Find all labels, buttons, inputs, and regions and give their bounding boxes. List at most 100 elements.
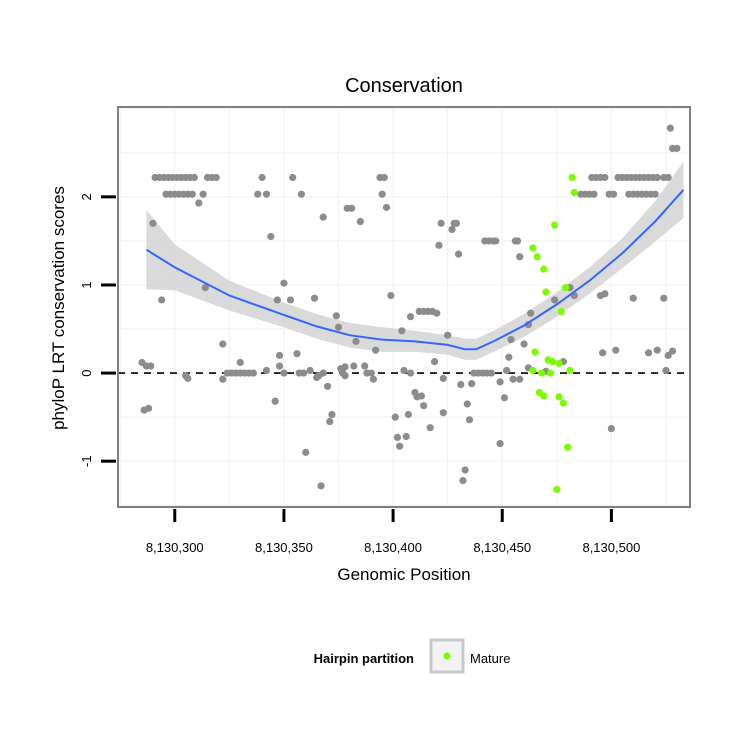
legend-title: Hairpin partition	[314, 651, 414, 666]
data-point-other	[378, 190, 386, 198]
panel-background	[118, 107, 690, 507]
data-point-other	[201, 284, 209, 292]
data-point-other	[184, 374, 192, 382]
data-point-other	[158, 296, 166, 304]
data-point-other	[289, 173, 297, 182]
data-point-mature	[570, 188, 578, 197]
data-point-other	[454, 250, 463, 258]
data-point-mature	[564, 443, 572, 451]
data-point-other	[465, 416, 474, 424]
data-point-other	[382, 203, 391, 212]
y-tick-label: 1	[79, 281, 94, 288]
data-point-other	[319, 369, 327, 377]
data-point-other	[380, 173, 388, 182]
grid-lines	[118, 107, 690, 507]
data-point-other	[609, 190, 618, 198]
y-axis: -1 0 1 2	[79, 193, 116, 467]
x-tick-label: 8,130,500	[582, 540, 640, 555]
data-point-other	[144, 404, 153, 412]
data-point-other	[332, 312, 340, 320]
data-point-other	[551, 296, 559, 304]
data-point-mature	[551, 221, 559, 229]
data-point-other	[147, 362, 155, 370]
data-point-mature	[546, 369, 554, 377]
data-point-other	[149, 219, 157, 227]
data-point-mature	[529, 366, 537, 375]
data-point-other	[527, 309, 535, 317]
data-point-other	[190, 173, 199, 182]
data-point-other	[468, 380, 476, 388]
data-point-other	[668, 347, 677, 355]
data-point-other	[644, 349, 653, 357]
data-point-other	[507, 335, 515, 344]
data-point-mature	[542, 288, 550, 296]
data-point-mature	[529, 244, 537, 252]
x-tick-label: 8,130,350	[255, 540, 313, 555]
data-point-other	[444, 331, 452, 339]
data-point-other	[673, 144, 681, 153]
data-point-other	[262, 366, 271, 375]
data-point-other	[612, 346, 620, 354]
data-point-other	[496, 378, 504, 386]
data-point-other	[341, 372, 349, 380]
plot-panel	[118, 107, 690, 507]
mature-points	[529, 173, 578, 493]
data-point-other	[520, 340, 528, 348]
y-tick-label: 0	[79, 369, 94, 376]
data-point-mature	[540, 265, 548, 273]
data-point-other	[293, 350, 301, 358]
data-point-other	[387, 291, 395, 300]
data-point-other	[195, 199, 203, 207]
data-point-other	[599, 349, 607, 357]
data-point-other	[516, 253, 524, 261]
data-point-other	[439, 409, 447, 417]
data-point-mature	[548, 358, 557, 366]
legend-key	[429, 638, 465, 674]
data-point-other	[503, 366, 511, 375]
data-point-other	[286, 296, 295, 304]
data-point-other	[249, 369, 257, 377]
data-point-other	[396, 442, 404, 450]
data-point-other	[352, 337, 360, 345]
data-point-other	[516, 375, 524, 383]
data-point-other	[310, 294, 319, 302]
data-point-other	[653, 173, 661, 182]
data-point-other	[463, 400, 471, 408]
data-point-other	[367, 369, 375, 377]
data-point-other	[452, 219, 460, 227]
data-point-other	[664, 173, 672, 182]
data-point-other	[258, 173, 266, 182]
x-axis: 8,130,300 8,130,350 8,130,400 8,130,450 8,13…	[146, 509, 640, 555]
data-point-other	[236, 358, 244, 367]
data-point-other	[500, 394, 509, 402]
x-axis-label: Genomic Position	[337, 565, 470, 584]
data-point-other	[219, 340, 227, 348]
y-tick-label: 2	[79, 193, 94, 200]
data-point-other	[505, 353, 513, 361]
data-point-other	[323, 382, 332, 390]
data-point-other	[487, 369, 495, 377]
x-tick-label: 8,130,450	[473, 540, 531, 555]
data-point-other	[664, 351, 672, 360]
y-axis-label: phyloP LRT conservation scores	[49, 186, 68, 430]
data-point-other	[348, 204, 356, 212]
data-point-other	[299, 369, 308, 377]
data-point-other	[280, 369, 288, 377]
data-point-mature	[568, 173, 576, 182]
data-point-other	[361, 362, 369, 370]
data-point-other	[662, 366, 670, 375]
data-point-mature	[533, 253, 541, 261]
data-point-other	[400, 366, 408, 375]
legend-entry-mature: Mature	[470, 651, 510, 666]
data-point-mature	[531, 348, 539, 356]
data-point-other	[461, 466, 469, 474]
data-point-other	[437, 219, 445, 227]
data-point-other	[433, 309, 441, 317]
data-point-other	[391, 413, 399, 421]
data-point-other	[404, 410, 412, 419]
smooth-curve	[145, 189, 685, 351]
data-point-other	[590, 190, 598, 198]
data-point-other	[406, 313, 415, 321]
data-point-other	[406, 369, 415, 377]
y-tick-label: -1	[79, 455, 94, 467]
